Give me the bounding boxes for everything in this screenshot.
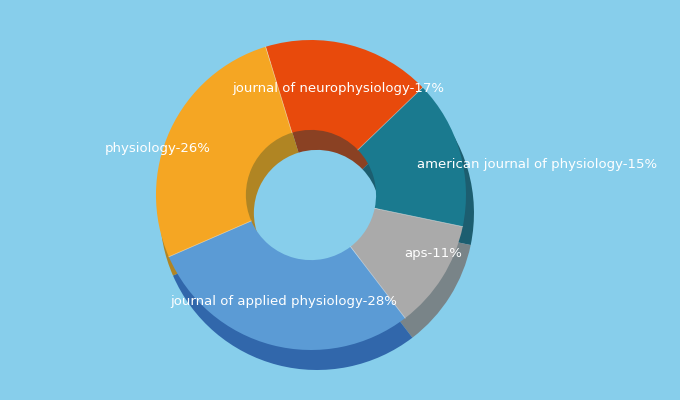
- Text: american journal of physiology-15%: american journal of physiology-15%: [417, 158, 657, 171]
- Wedge shape: [350, 208, 462, 318]
- Wedge shape: [356, 226, 471, 338]
- Wedge shape: [358, 88, 466, 226]
- Wedge shape: [156, 47, 292, 257]
- Text: journal of neurophysiology-17%: journal of neurophysiology-17%: [233, 82, 445, 95]
- Wedge shape: [173, 238, 412, 370]
- Wedge shape: [271, 56, 430, 169]
- Wedge shape: [266, 40, 423, 150]
- Text: journal of applied physiology-28%: journal of applied physiology-28%: [170, 295, 396, 308]
- Text: physiology-26%: physiology-26%: [105, 142, 211, 156]
- Text: aps-11%: aps-11%: [404, 247, 462, 260]
- Wedge shape: [160, 63, 299, 276]
- Wedge shape: [169, 221, 405, 350]
- Wedge shape: [362, 104, 474, 245]
